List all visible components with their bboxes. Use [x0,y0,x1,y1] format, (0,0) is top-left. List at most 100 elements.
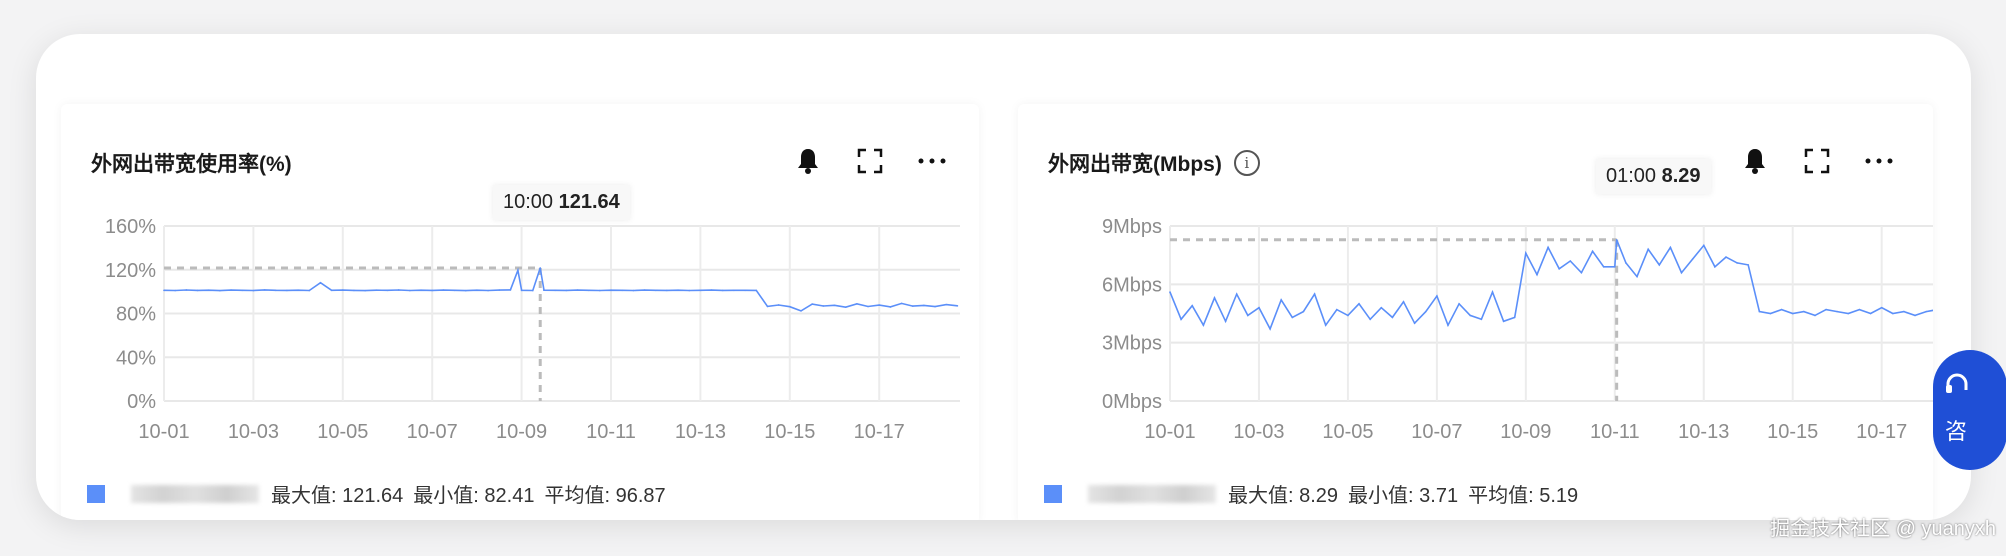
data-point [733,289,735,292]
chart-tooltip: 10:00 121.64 [493,185,630,220]
data-point [539,267,542,269]
data-point [945,303,948,306]
data-point [330,289,333,292]
chart-tooltip: 01:00 8.29 [1596,159,1711,194]
x-tick-label: 10-13 [1678,421,1729,443]
data-point [464,289,467,292]
fullscreen-icon[interactable] [855,146,885,176]
data-point [1880,306,1883,309]
watermark: 掘金技术社区 @ yuanyxh [1770,518,1996,540]
data-point [1614,266,1616,268]
data-point [1625,262,1627,264]
dashboard-card: 外网出带宽使用率(%) 0% 40% 80% 120% 160% 10-01 10-03 10… [36,34,1971,520]
data-point [822,305,825,307]
panel-toolbar [793,146,947,176]
data-point [1424,310,1427,313]
data-point [1347,314,1349,317]
panel-title: 外网出带宽使用率(%) [91,148,292,178]
legend-max: 最大值: 8.29 [1228,485,1339,507]
x-tick-label: 10-03 [1233,421,1284,443]
data-point [453,289,456,292]
chart-bandwidth-mbps: 0Mbps 3Mbps 6Mbps 9Mbps 10-01 10-03 10-05 10-07… [1102,216,1933,443]
data-point [721,289,724,292]
data-point [554,289,556,292]
data-point [1324,324,1327,326]
data-point [1869,312,1872,315]
data-point [889,306,892,308]
info-icon[interactable]: i [1233,150,1260,176]
data-point [1525,252,1527,255]
data-point [1280,299,1282,301]
data-point [789,305,791,308]
data-point [1513,316,1516,319]
data-point [1647,248,1649,251]
data-point [487,289,489,292]
legend-max: 最大值: 121.64 [271,485,404,507]
data-point [1224,320,1227,323]
data-point [1413,322,1416,325]
data-point [1258,306,1260,309]
y-tick-label: 120% [105,260,156,282]
data-point [1436,295,1438,297]
panel-bandwidth-usage: 外网出带宽使用率(%) 0% 40% 80% 120% 160% 10-01 10-03 10… [61,104,979,520]
data-point [397,289,400,291]
data-point [1925,310,1927,313]
data-point [911,305,914,307]
data-point [766,305,769,308]
x-tick-label: 10-07 [1411,421,1462,443]
data-point [409,289,411,292]
data-point [1658,264,1661,266]
chart-bandwidth-usage: 0% 40% 80% 120% 160% 10-01 10-03 10-05 10-07 10-0… [105,216,960,443]
data-point [520,289,523,292]
data-point [1213,297,1216,299]
chart-legend: 最大值: 121.64 最小值: 82.41 平均值: 96.87 [87,479,676,508]
x-tick-label: 10-05 [1322,421,1373,443]
x-tick-label: 10-03 [228,421,279,443]
x-tick-label: 10-07 [407,421,458,443]
legend-avg: 平均值: 96.87 [544,485,666,507]
data-point [710,289,713,291]
data-point [677,289,679,292]
data-point [1580,271,1583,274]
tooltip-value: 8.29 [1661,165,1701,187]
legend-swatch[interactable] [87,484,105,503]
data-point [755,289,758,292]
data-point [274,289,277,292]
legend-swatch[interactable] [1044,484,1062,503]
consult-float-button[interactable]: 咨 [1933,350,2006,470]
x-tick-label: 10-11 [586,421,636,443]
data-point [1814,314,1816,317]
x-tick-label: 10-17 [1856,421,1907,443]
more-icon[interactable] [1864,146,1894,176]
data-point [1836,310,1838,313]
data-point [1669,246,1672,249]
bell-icon[interactable] [793,146,823,176]
x-tick-label: 10-15 [1767,421,1818,443]
more-icon[interactable] [917,146,947,176]
data-point [342,289,344,291]
data-point [1725,256,1727,258]
data-point [699,289,702,292]
x-tick-label: 10-09 [1500,421,1551,443]
data-point [878,304,880,306]
x-tick-label: 10-01 [138,421,189,443]
data-point [308,289,311,292]
data-point [1758,310,1761,313]
bell-icon[interactable] [1740,146,1770,176]
data-point [420,289,422,292]
fullscreen-icon[interactable] [1802,146,1832,176]
data-point [1769,312,1772,315]
data-point [610,289,612,292]
data-point [1391,316,1394,319]
data-point [1313,293,1316,295]
data-point [1291,316,1294,319]
data-point [375,289,378,292]
data-point [1636,275,1638,278]
data-point [744,289,746,292]
data-point [777,304,780,306]
data-point [1803,310,1805,313]
data-point [1569,260,1572,262]
panel-title-text: 外网出带宽使用率(%) [91,153,292,176]
data-point [1791,312,1794,315]
data-point [565,289,568,292]
